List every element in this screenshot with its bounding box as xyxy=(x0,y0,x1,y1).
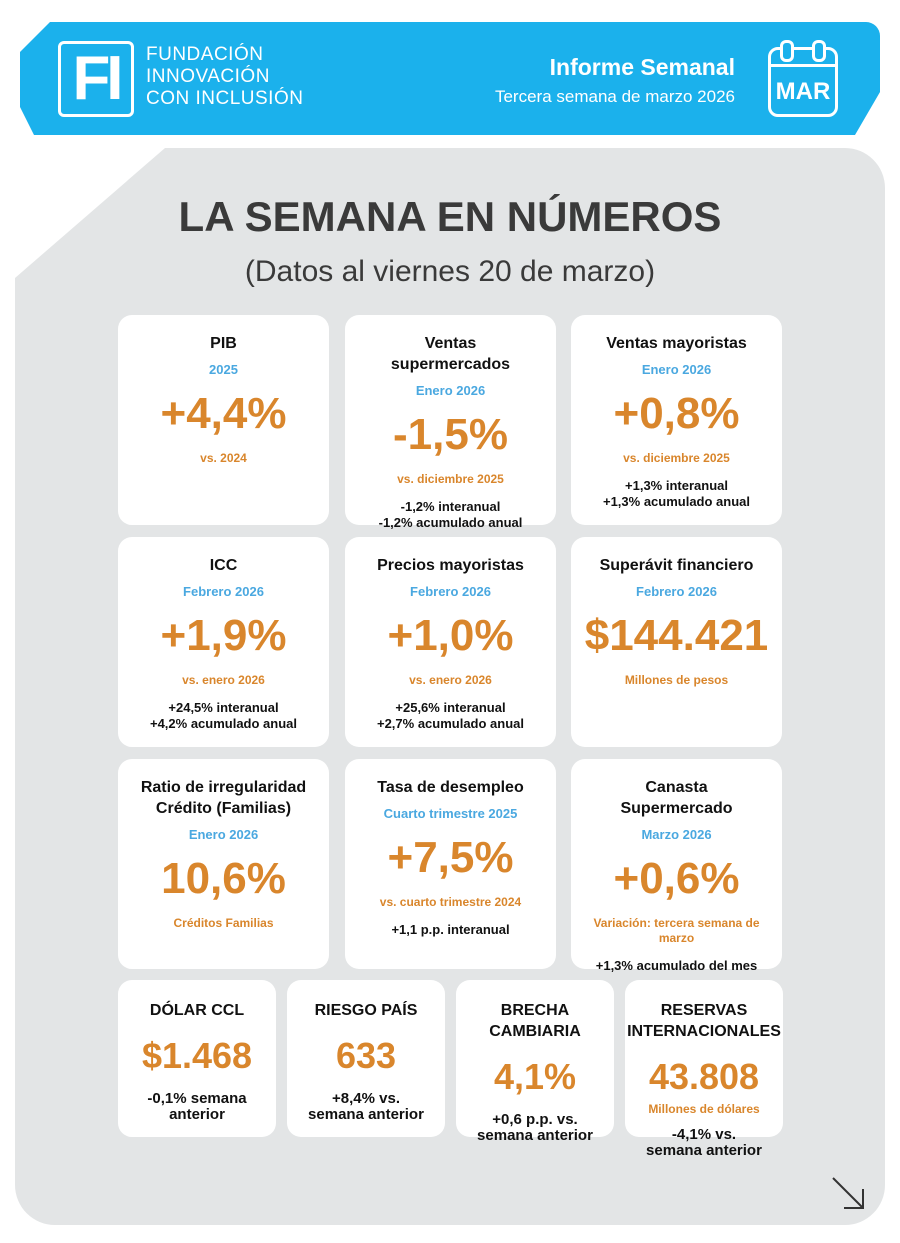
card-value: -1,5% xyxy=(393,410,508,459)
card-note: vs. enero 2026 xyxy=(182,673,265,687)
metric-card: Ventas mayoristas Enero 2026 +0,8% vs. dici… xyxy=(571,315,782,525)
calendar-icon: MAR xyxy=(768,40,838,117)
metric-card: Ratio de irregularidad Crédito (Familias… xyxy=(118,759,329,969)
card-period: Enero 2026 xyxy=(415,383,486,398)
card-extra-line: +2,7% acumulado anual xyxy=(376,716,525,731)
card-period: Cuarto trimestre 2025 xyxy=(383,806,518,821)
page-title: LA SEMANA EN NÚMEROS xyxy=(178,193,722,240)
card-period: Febrero 2026 xyxy=(636,584,717,599)
card-note: vs. 2024 xyxy=(200,451,247,465)
report-title: Informe Semanal xyxy=(549,54,735,80)
card-title: ICC xyxy=(209,557,238,574)
card-value: +4,4% xyxy=(160,389,287,438)
card-period: 2025 xyxy=(209,362,238,377)
calendar-month: MAR xyxy=(775,78,831,105)
card-period: Enero 2026 xyxy=(188,827,259,842)
card-extra-line: -1,2% interanual xyxy=(400,499,501,514)
card-value: +1,9% xyxy=(160,611,287,660)
report-info: Informe Semanal Tercera semana de marzo … xyxy=(495,54,735,107)
card-extra-line: +25,6% interanual xyxy=(395,700,506,715)
card-title: Tasa de desempleo xyxy=(377,779,524,796)
card-period: Enero 2026 xyxy=(641,362,712,377)
card-title: RESERVAS INTERNACIONALES xyxy=(627,1002,781,1040)
org-line: CON INCLUSIÓN xyxy=(146,88,304,109)
card-value: $1.468 xyxy=(141,1035,253,1076)
card-extra-line: -4,1% vs. semana anterior xyxy=(646,1126,762,1159)
header-banner: FI FUNDACIÓN INNOVACIÓN CON INCLUSIÓN In… xyxy=(20,22,880,135)
card-note: vs. cuarto trimestre 2024 xyxy=(379,895,522,909)
card-value: 10,6% xyxy=(161,854,286,903)
card-extra: +1,3% acumulado del mes xyxy=(596,958,757,974)
metric-card: Tasa de desempleo Cuarto trimestre 2025 +7… xyxy=(345,759,556,969)
card-title: Precios mayoristas xyxy=(377,557,524,574)
card-extra-line: +0,6 p.p. vs. semana anterior xyxy=(477,1111,593,1144)
card-title: Canasta Supermercado xyxy=(620,779,733,817)
card-title: PIB xyxy=(210,335,237,352)
card-title: BRECHA CAMBIARIA xyxy=(489,1002,581,1040)
indicator-card: RESERVAS INTERNACIONALES 43.808 Millones d… xyxy=(625,980,783,1159)
metric-card: ICC Febrero 2026 +1,9% vs. enero 2026 +24,5%… xyxy=(118,537,329,747)
organization-name: FUNDACIÓN INNOVACIÓN CON INCLUSIÓN xyxy=(146,44,303,110)
org-line: FUNDACIÓN xyxy=(146,44,264,65)
report-subtitle: Tercera semana de marzo 2026 xyxy=(494,87,735,106)
card-value: 633 xyxy=(335,1035,397,1076)
card-extra-line: +24,5% interanual xyxy=(168,700,279,715)
card-note: vs. diciembre 2025 xyxy=(397,472,504,486)
logo-text: FI xyxy=(72,44,123,113)
card-extra: +1,3% interanual +1,3% acumulado anual xyxy=(603,478,750,510)
indicator-card: RIESGO PAÍS 633 +8,4% vs. semana anterior xyxy=(287,980,445,1137)
card-period: Febrero 2026 xyxy=(410,584,491,599)
card-note: vs. diciembre 2025 xyxy=(623,451,730,465)
card-value: 4,1% xyxy=(493,1056,577,1097)
card-value: +7,5% xyxy=(387,833,514,882)
card-extra-line: +4,2% acumulado anual xyxy=(149,716,298,731)
card-extra: +25,6% interanual +2,7% acumulado anual xyxy=(377,700,524,732)
card-extra-line: +1,1 p.p. interanual xyxy=(391,922,510,937)
org-line: INNOVACIÓN xyxy=(146,66,270,87)
card-title: Ventas supermercados xyxy=(390,335,511,373)
card-extra: +1,1 p.p. interanual xyxy=(391,922,509,938)
metric-card: Canasta Supermercado Marzo 2026 +0,6% Varia… xyxy=(571,759,782,973)
card-extra-line: +8,4% vs. semana anterior xyxy=(308,1090,424,1123)
card-title: RIESGO PAÍS xyxy=(314,1002,418,1019)
card-note: Millones de dólares xyxy=(648,1102,760,1116)
metric-card: Ventas supermercados Enero 2026 -1,5% vs. d… xyxy=(345,315,556,530)
card-title: Ventas mayoristas xyxy=(606,335,747,352)
card-note: vs. enero 2026 xyxy=(409,673,492,687)
card-extra-line: -0,1% semana anterior xyxy=(147,1090,247,1123)
card-value: +0,8% xyxy=(613,389,740,438)
card-note: Créditos Familias xyxy=(173,916,274,930)
card-value: 43.808 xyxy=(648,1056,760,1097)
card-value: $144.421 xyxy=(584,611,769,660)
indicator-card: BRECHA CAMBIARIA 4,1% +0,6 p.p. vs. semana… xyxy=(456,980,614,1144)
card-extra-line: +1,3% acumulado anual xyxy=(602,494,751,509)
metric-card: PIB 2025 +4,4% vs. 2024 xyxy=(118,315,329,525)
card-title: Ratio de irregularidad Crédito (Familias… xyxy=(140,779,307,817)
indicator-card: DÓLAR CCL $1.468 -0,1% semana anterior xyxy=(118,980,276,1137)
card-value: +1,0% xyxy=(387,611,514,660)
page-subtitle: (Datos al viernes 20 de marzo) xyxy=(244,255,656,288)
logo: FI xyxy=(58,41,134,117)
card-extra: +24,5% interanual +4,2% acumulado anual xyxy=(150,700,297,732)
card-title: DÓLAR CCL xyxy=(149,1002,245,1019)
metric-card: Superávit financiero Febrero 2026 $144.421… xyxy=(571,537,782,747)
card-period: Marzo 2026 xyxy=(641,827,712,842)
card-extra: -1,2% interanual -1,2% acumulado anual xyxy=(379,499,523,531)
card-note: Millones de pesos xyxy=(624,673,729,687)
card-value: +0,6% xyxy=(613,854,740,903)
card-note: Variación: tercera semana de marzo xyxy=(593,916,760,945)
card-extra-line: +1,3% interanual xyxy=(625,478,728,493)
metric-card: Precios mayoristas Febrero 2026 +1,0% vs. e… xyxy=(345,537,556,747)
card-title: Superávit financiero xyxy=(599,557,754,574)
card-extra-line: -1,2% acumulado anual xyxy=(378,515,523,530)
card-extra-line: +1,3% acumulado del mes xyxy=(595,958,758,973)
card-period: Febrero 2026 xyxy=(183,584,264,599)
arrow-down-right-icon xyxy=(832,1177,864,1209)
